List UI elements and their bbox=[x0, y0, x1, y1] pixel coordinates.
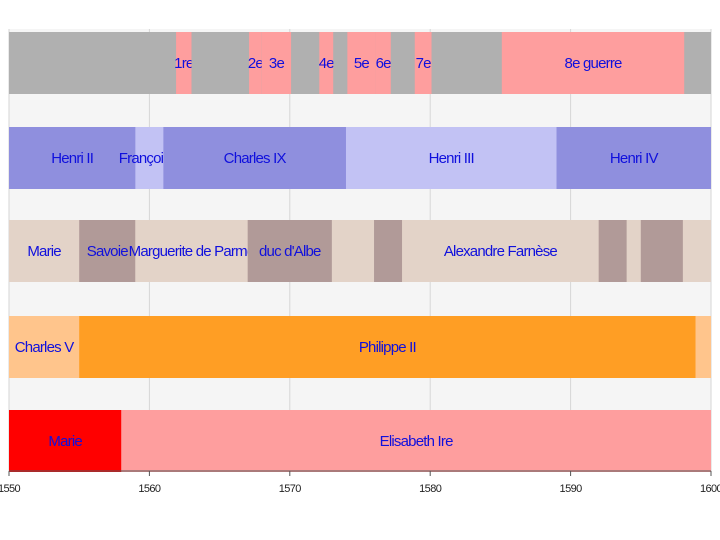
timeline-segment bbox=[261, 32, 292, 94]
segment-label: duc d'Albe bbox=[259, 243, 321, 260]
timeline-segment bbox=[9, 127, 136, 189]
segment-label: Charles V bbox=[15, 339, 74, 356]
segment-label: Marie bbox=[27, 243, 61, 260]
segment-label: Alexandre Farnèse bbox=[444, 243, 558, 260]
timeline-segment bbox=[163, 127, 346, 189]
segment-label: 8e guerre bbox=[565, 55, 622, 72]
timeline-segment bbox=[79, 316, 696, 378]
timeline-segment bbox=[375, 32, 391, 94]
timeline-segment bbox=[431, 32, 502, 94]
segment-label: Charles IX bbox=[224, 150, 287, 167]
segment-label: 2e bbox=[248, 55, 264, 72]
segment-label: Henri II bbox=[51, 150, 93, 167]
timeline-segment bbox=[331, 220, 375, 282]
timeline-segment bbox=[402, 220, 599, 282]
segment-label: Marie bbox=[48, 433, 82, 450]
segment-label: 3e bbox=[269, 55, 285, 72]
timeline-segment bbox=[9, 220, 80, 282]
segment-label: Henri IV bbox=[610, 150, 659, 167]
timeline-segment bbox=[135, 220, 248, 282]
timeline-segment bbox=[333, 32, 348, 94]
timeline-segment bbox=[390, 32, 415, 94]
timeline-segment bbox=[9, 316, 80, 378]
timeline-segment bbox=[347, 32, 376, 94]
timeline-row: Marie Elisabeth Ire bbox=[9, 410, 711, 472]
timeline-segment bbox=[684, 32, 711, 94]
timeline-segment bbox=[79, 220, 136, 282]
segment-label: Elisabeth Ire bbox=[380, 433, 453, 450]
segment-label: Philippe II bbox=[359, 339, 416, 356]
timeline-segment bbox=[249, 32, 262, 94]
timeline-segment bbox=[247, 220, 332, 282]
timeline-segment bbox=[374, 220, 403, 282]
segment-label: Henri III bbox=[429, 150, 474, 167]
timeline-segment bbox=[345, 127, 557, 189]
segment-label: 5e bbox=[354, 55, 370, 72]
timeline-segment bbox=[598, 220, 627, 282]
timeline-segment bbox=[682, 220, 711, 282]
timeline-segment bbox=[9, 32, 177, 94]
timeline-segment bbox=[640, 220, 683, 282]
timeline-segment bbox=[556, 127, 711, 189]
timeline-segment bbox=[176, 32, 192, 94]
timeline-segment bbox=[291, 32, 320, 94]
segment-label: 7e bbox=[416, 55, 432, 72]
timeline-row: Henri II François II Charles IX Henri III He… bbox=[9, 127, 711, 189]
x-tick-label: 1570 bbox=[279, 483, 302, 495]
segment-label: 1re bbox=[174, 55, 194, 72]
segment-label: 6e bbox=[376, 55, 392, 72]
timeline-segment bbox=[501, 32, 685, 94]
x-tick-label: 1590 bbox=[560, 483, 583, 495]
timeline-segment bbox=[319, 32, 334, 94]
timeline-segment bbox=[135, 127, 164, 189]
x-tick-label: 1600 bbox=[700, 483, 720, 495]
timeline-row: Charles V Philippe II bbox=[9, 316, 711, 378]
timeline-segment bbox=[414, 32, 432, 94]
timeline-segment bbox=[9, 410, 122, 472]
timeline-segment bbox=[191, 32, 250, 94]
timeline-row: Marie Savoie Marguerite de Parme duc d'Albe… bbox=[9, 220, 711, 282]
x-tick-label: 1550 bbox=[0, 483, 21, 495]
x-axis-ticks: 1550 1560 1570 1580 1590 1600 bbox=[0, 471, 720, 495]
segment-label: Savoie bbox=[87, 243, 129, 260]
x-tick-label: 1560 bbox=[138, 483, 161, 495]
segment-label: 4e bbox=[319, 55, 335, 72]
x-tick-label: 1580 bbox=[419, 483, 442, 495]
timeline-segment bbox=[121, 410, 711, 472]
segment-label: Marguerite de Parme bbox=[129, 243, 255, 260]
timeline-row: 1re 2e 3e 4e 5e 6e 7e 8e guerre bbox=[9, 32, 711, 94]
timeline-segment bbox=[626, 220, 641, 282]
timeline-segment bbox=[695, 316, 711, 378]
